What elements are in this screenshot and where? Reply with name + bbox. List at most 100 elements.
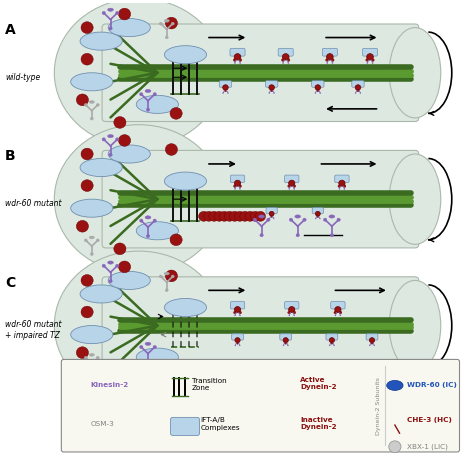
Ellipse shape	[71, 199, 113, 217]
Circle shape	[289, 307, 295, 313]
Circle shape	[283, 62, 284, 64]
Circle shape	[355, 92, 356, 94]
Text: Active
Dynein-2: Active Dynein-2	[300, 377, 337, 390]
FancyBboxPatch shape	[285, 422, 297, 428]
Circle shape	[339, 180, 345, 186]
FancyBboxPatch shape	[265, 81, 278, 87]
Ellipse shape	[164, 298, 207, 317]
Circle shape	[118, 135, 131, 146]
Circle shape	[331, 58, 334, 61]
Circle shape	[81, 148, 93, 160]
Circle shape	[355, 85, 361, 90]
Circle shape	[153, 219, 156, 222]
Circle shape	[372, 62, 374, 64]
Circle shape	[109, 153, 112, 156]
Ellipse shape	[108, 145, 150, 163]
Circle shape	[292, 392, 295, 394]
Circle shape	[287, 392, 290, 394]
Circle shape	[102, 11, 105, 15]
Circle shape	[224, 211, 235, 221]
Circle shape	[102, 264, 105, 267]
Circle shape	[293, 185, 296, 187]
Text: wdr-60 mutant: wdr-60 mutant	[5, 199, 62, 208]
Ellipse shape	[164, 272, 169, 275]
Circle shape	[170, 107, 182, 119]
Circle shape	[239, 311, 241, 314]
Circle shape	[77, 423, 79, 425]
FancyBboxPatch shape	[278, 48, 293, 56]
Circle shape	[96, 356, 99, 359]
FancyBboxPatch shape	[171, 417, 200, 436]
Circle shape	[344, 188, 345, 190]
Circle shape	[116, 138, 119, 141]
Circle shape	[317, 215, 319, 218]
Circle shape	[335, 307, 341, 313]
Ellipse shape	[108, 19, 150, 37]
Ellipse shape	[89, 101, 94, 103]
Circle shape	[90, 370, 93, 373]
Circle shape	[389, 441, 401, 452]
Circle shape	[339, 188, 340, 190]
Ellipse shape	[389, 281, 441, 371]
Circle shape	[330, 234, 334, 237]
Circle shape	[239, 185, 241, 187]
Circle shape	[83, 423, 85, 425]
FancyBboxPatch shape	[230, 175, 245, 182]
FancyBboxPatch shape	[335, 175, 349, 182]
Ellipse shape	[329, 215, 335, 218]
Circle shape	[366, 62, 368, 64]
Circle shape	[289, 188, 290, 190]
Circle shape	[357, 90, 359, 92]
Text: wild-type: wild-type	[5, 73, 40, 82]
Circle shape	[367, 53, 374, 60]
FancyBboxPatch shape	[322, 48, 337, 56]
Circle shape	[77, 384, 79, 386]
Circle shape	[214, 211, 224, 221]
FancyBboxPatch shape	[102, 277, 419, 374]
Circle shape	[235, 180, 241, 186]
Ellipse shape	[71, 73, 113, 91]
Circle shape	[170, 360, 182, 372]
Circle shape	[288, 185, 291, 187]
Ellipse shape	[55, 0, 223, 147]
Circle shape	[253, 218, 256, 221]
FancyBboxPatch shape	[326, 334, 338, 340]
Circle shape	[343, 185, 346, 187]
Circle shape	[165, 36, 168, 39]
Circle shape	[288, 433, 289, 435]
Circle shape	[239, 345, 240, 346]
Circle shape	[81, 180, 93, 191]
Text: XBX-1 (LIC): XBX-1 (LIC)	[407, 443, 448, 450]
Circle shape	[288, 426, 294, 431]
Circle shape	[296, 234, 300, 237]
Circle shape	[366, 58, 369, 61]
Circle shape	[372, 58, 374, 61]
Circle shape	[315, 92, 316, 94]
Circle shape	[235, 338, 240, 343]
Circle shape	[96, 239, 99, 242]
Circle shape	[222, 92, 224, 94]
Circle shape	[338, 185, 341, 187]
Ellipse shape	[80, 159, 122, 176]
Text: CHE-3 (HC): CHE-3 (HC)	[407, 417, 452, 423]
Circle shape	[234, 185, 236, 187]
Circle shape	[153, 345, 156, 349]
Ellipse shape	[80, 422, 82, 423]
Circle shape	[84, 356, 87, 359]
Circle shape	[269, 211, 274, 216]
Text: Dynein-2 Subunits: Dynein-2 Subunits	[376, 377, 382, 435]
Circle shape	[165, 17, 177, 29]
Circle shape	[333, 345, 335, 346]
Ellipse shape	[387, 381, 403, 390]
Ellipse shape	[145, 342, 151, 345]
Circle shape	[139, 345, 143, 349]
Ellipse shape	[145, 216, 151, 219]
Circle shape	[81, 275, 93, 286]
Circle shape	[389, 414, 401, 425]
Circle shape	[315, 218, 316, 219]
Circle shape	[240, 211, 250, 221]
Text: OSM-3: OSM-3	[91, 421, 114, 427]
Circle shape	[139, 219, 143, 222]
Circle shape	[331, 342, 333, 344]
Circle shape	[329, 345, 330, 346]
